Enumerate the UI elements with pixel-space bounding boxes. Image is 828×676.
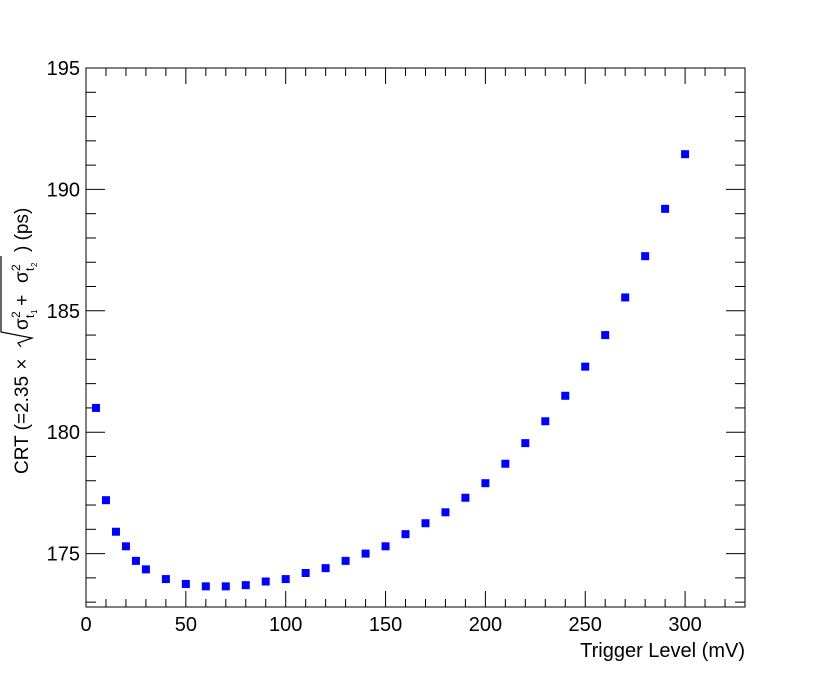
sigma-1-square: 2 (9, 311, 23, 318)
svg-text:1: 1 (30, 309, 39, 314)
svg-text:2: 2 (30, 262, 39, 267)
data-point (301, 569, 310, 578)
sqrt-sign (0, 256, 35, 348)
data-point (441, 508, 450, 517)
data-points (91, 150, 690, 591)
sigma-2-index: 2 (30, 262, 39, 267)
sigma-2-t: t (23, 267, 37, 271)
x-axis-label: Trigger Level (mV) (580, 640, 745, 662)
data-point (661, 204, 670, 213)
svg-text:CRT (=2.35 ×: CRT (=2.35 × (12, 359, 33, 474)
data-point (181, 579, 190, 588)
x-tick-label: 250 (569, 614, 602, 636)
data-point (481, 479, 490, 488)
x-tick-label: 150 (369, 614, 402, 636)
data-point (91, 403, 100, 412)
svg-text:2: 2 (9, 264, 23, 271)
x-tick-label: 100 (269, 614, 302, 636)
data-point (541, 417, 550, 426)
data-point (601, 331, 610, 340)
data-point (321, 564, 330, 573)
svg-text:2: 2 (9, 311, 23, 318)
plus-sign: + (12, 289, 33, 311)
x-tick-label: 0 (80, 614, 91, 636)
y-label-times: × (12, 359, 33, 370)
x-tick-label: 300 (668, 614, 701, 636)
data-point (281, 575, 290, 584)
data-point (241, 581, 250, 590)
svg-text:) (ps): ) (ps) (12, 208, 33, 252)
data-point (101, 496, 110, 505)
y-tick-label: 190 (47, 179, 80, 201)
data-point (141, 565, 150, 574)
y-axis-label: CRT (=2.35 × σ 2 t 1 + σ 2 t 2 ) (ps) (0, 208, 39, 474)
y-tick-label: 195 (47, 58, 80, 80)
data-point (111, 527, 120, 536)
data-point (381, 542, 390, 551)
data-point (521, 439, 530, 448)
data-point (401, 530, 410, 539)
axis-ticks (85, 67, 746, 607)
svg-text:t: t (23, 267, 37, 271)
sigma-1-t: t (23, 314, 37, 318)
svg-text:σ: σ (12, 318, 33, 330)
sigma-1-index: 1 (30, 309, 39, 314)
svg-text:+: + (12, 289, 33, 311)
data-point (421, 519, 430, 528)
data-point (201, 582, 210, 591)
data-point (221, 582, 230, 591)
sigma-1: σ (12, 318, 33, 330)
tick-labels: 0 50 100 150 200 250 300 175 180 185 190 195 (47, 58, 702, 636)
data-point (641, 252, 650, 261)
svg-text:σ: σ (12, 271, 33, 283)
data-point (341, 556, 350, 565)
plot-frame (85, 67, 746, 608)
data-point (161, 575, 170, 584)
y-tick-label: 185 (47, 301, 80, 323)
y-tick-label: 180 (47, 422, 80, 444)
data-point (121, 542, 130, 551)
data-point (501, 459, 510, 468)
data-point (561, 391, 570, 400)
x-tick-label: 200 (469, 614, 502, 636)
data-point (621, 293, 630, 302)
data-point (461, 493, 470, 502)
y-label-suffix: ) (ps) (12, 208, 33, 252)
data-point (131, 556, 140, 565)
x-tick-label: 50 (175, 614, 197, 636)
y-tick-label: 175 (47, 544, 80, 566)
data-point (581, 362, 590, 371)
data-point (261, 577, 270, 586)
sigma-2: σ (12, 271, 33, 283)
data-point (361, 549, 370, 558)
sigma-2-square: 2 (9, 264, 23, 271)
y-label-prefix: CRT (=2.35 (12, 376, 33, 474)
data-point (681, 150, 690, 159)
svg-text:t: t (23, 314, 37, 318)
